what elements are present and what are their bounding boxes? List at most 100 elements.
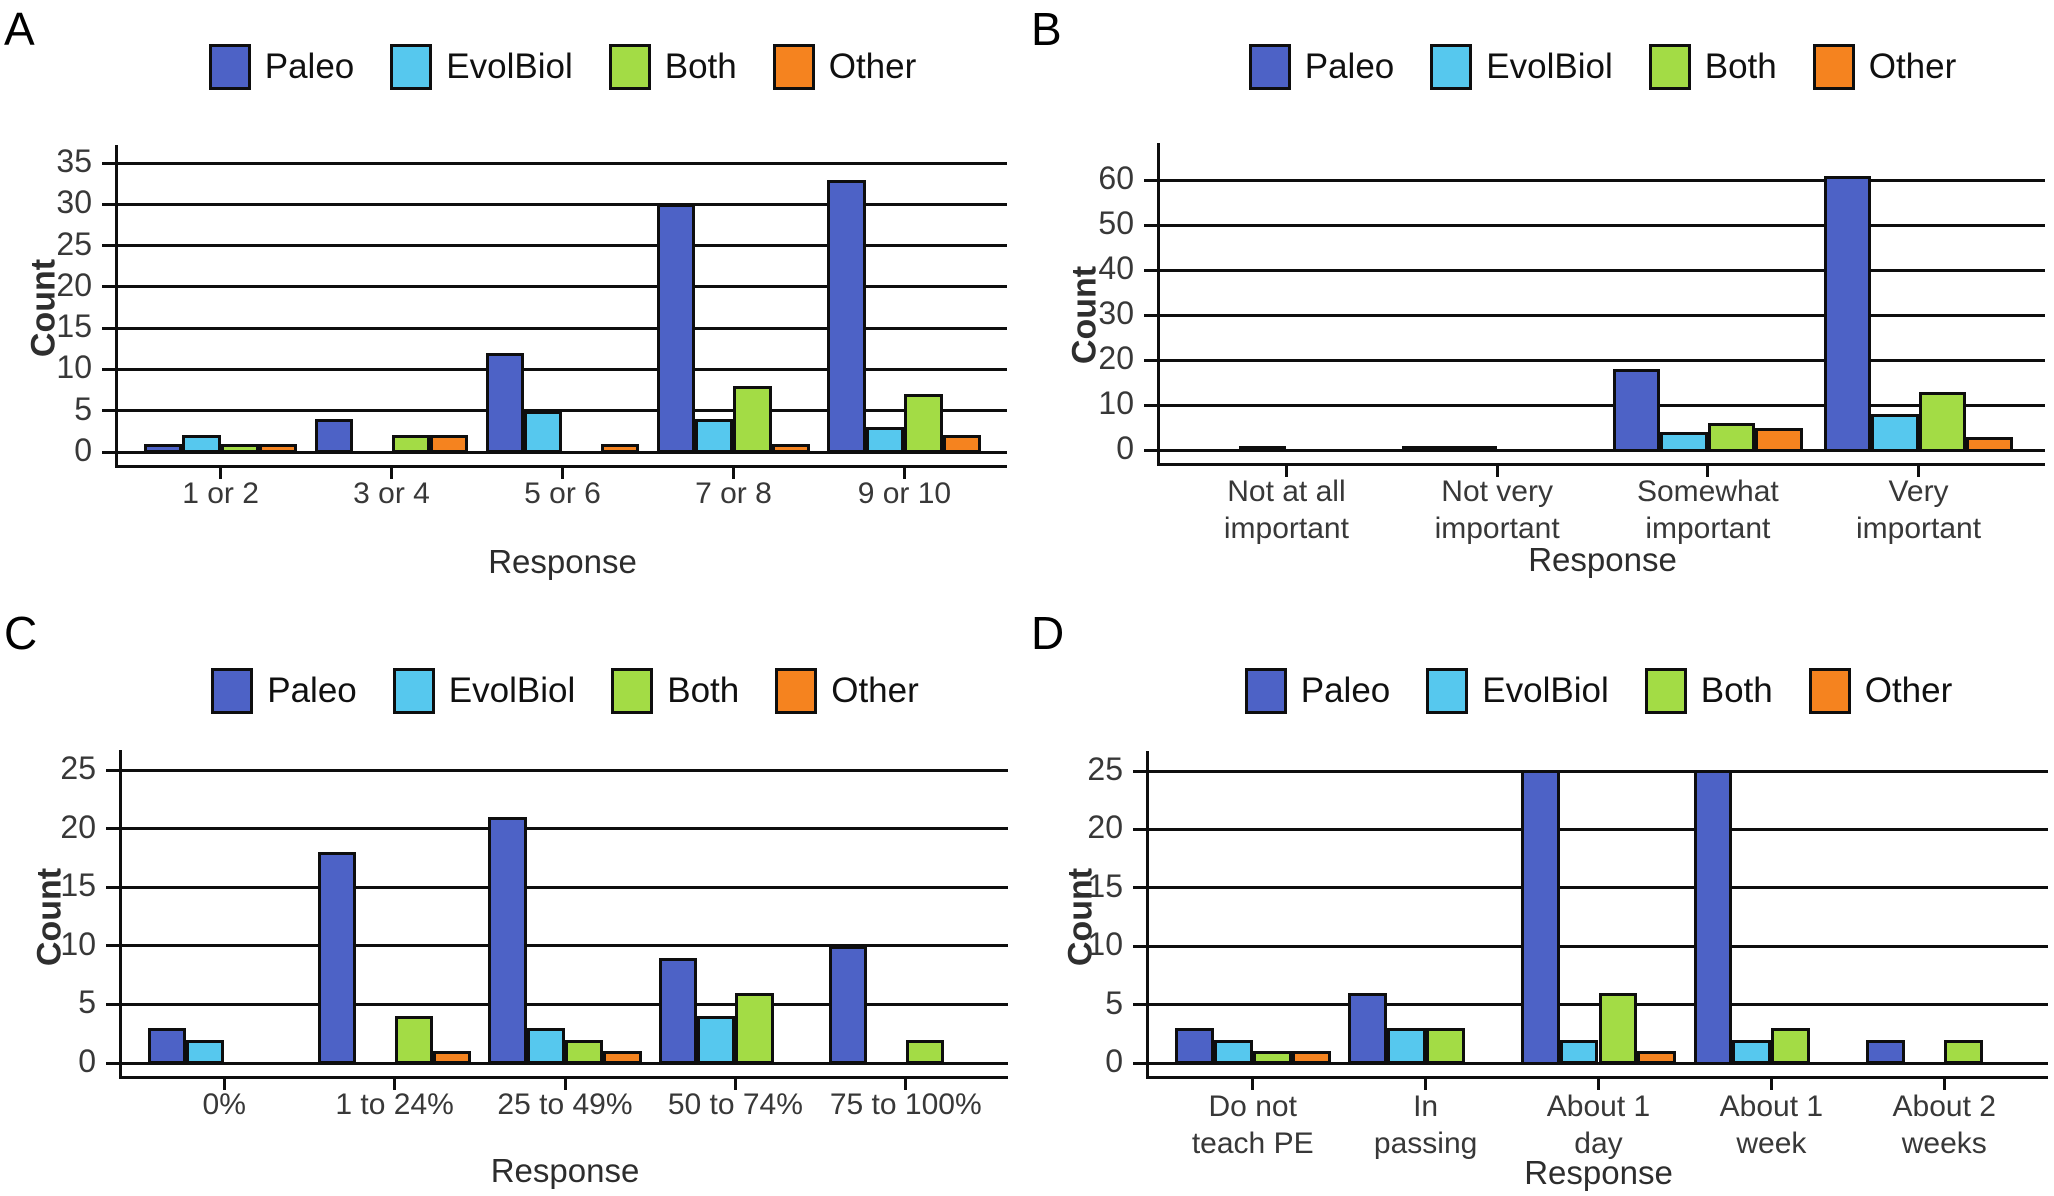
gridline	[1160, 448, 2045, 452]
bar-paleo	[1823, 175, 1872, 452]
legend-swatch-evolbiol	[390, 44, 433, 90]
y-tick	[102, 202, 115, 206]
legend-label: Other	[1868, 47, 1957, 86]
legend-label: EvolBiol	[1486, 47, 1613, 86]
y-tick	[1144, 178, 1157, 182]
x-tick	[1251, 1079, 1255, 1090]
legend-item-evolbiol: EvolBiol	[1426, 668, 1609, 714]
chart-area: 0 5 10 15 20 25 30 35 1 or 2 3 or 4 5 or 6 7 or 8 9 …	[0, 0, 1027, 598]
gridline	[1160, 313, 2045, 317]
x-tick	[563, 1079, 567, 1090]
panel-letter: D	[1031, 607, 1065, 659]
legend-swatch-other	[772, 44, 815, 90]
legend-swatch-paleo	[211, 668, 254, 714]
bar-evolbiol	[1213, 1039, 1253, 1065]
gridline	[1160, 223, 2045, 227]
x-tick-label: 50 to 74%	[667, 1088, 803, 1121]
panel-B: B Count Response 0 10 20 30 40 50 60 Not at all…	[1027, 0, 2054, 598]
y-tick-label: 10	[1087, 926, 1123, 963]
y-tick	[1144, 358, 1157, 362]
bar-evolbiol	[1660, 432, 1708, 452]
legend-item-other: Other	[775, 668, 919, 714]
y-tick	[102, 326, 115, 330]
legend-label: Other	[831, 671, 919, 710]
bar-both	[1252, 1051, 1292, 1065]
gridline	[118, 450, 1007, 454]
bar-both	[220, 443, 260, 454]
bar-both	[391, 435, 430, 454]
y-tick	[106, 1002, 119, 1006]
y-tick	[1133, 827, 1146, 831]
gridline	[1149, 944, 2048, 948]
panel-C: C Count Response 0 5 10 15 20 25 0% 1 to 24% 25 …	[0, 598, 1027, 1196]
bar-evolbiol	[1239, 445, 1287, 452]
y-tick-label: 5	[1105, 984, 1123, 1021]
x-tick	[561, 468, 564, 479]
legend-label: Both	[664, 47, 737, 86]
x-tick	[1769, 1079, 1773, 1090]
legend-label: Both	[1700, 671, 1773, 710]
y-tick-label: 30	[56, 184, 92, 221]
legend: Paleo EvolBiol Both Other	[1160, 42, 2045, 92]
x-axis-line	[115, 465, 1007, 468]
y-tick-label: 0	[1105, 1043, 1123, 1079]
y-tick	[1144, 403, 1157, 407]
bar-paleo	[658, 957, 698, 1065]
panel-D: D Count Response 0 5 10 15 20 25 Do not teach …	[1027, 598, 2054, 1196]
bar-paleo	[1347, 992, 1387, 1065]
bar-paleo	[1520, 770, 1560, 1065]
y-tick-label: 5	[78, 984, 96, 1021]
legend-swatch-both	[608, 44, 651, 90]
y-axis-line	[119, 750, 122, 1079]
y-tick-label: 25	[56, 225, 92, 262]
bar-evolbiol	[526, 1027, 565, 1065]
bar-paleo	[829, 945, 868, 1065]
legend-swatch-paleo	[1248, 44, 1291, 90]
bar-other	[259, 443, 298, 454]
x-tick-label: About 1 week	[1719, 1090, 1824, 1160]
bar-both	[735, 992, 774, 1065]
legend-swatch-evolbiol	[1426, 668, 1469, 714]
bar-both	[565, 1039, 604, 1065]
gridline	[122, 944, 1008, 948]
bar-both	[1771, 1027, 1811, 1065]
y-tick	[102, 244, 115, 248]
legend-label: Paleo	[1300, 671, 1391, 710]
gridline	[122, 827, 1008, 831]
legend-label: Paleo	[264, 47, 355, 86]
panel-letter: B	[1031, 3, 1062, 55]
gridline	[1160, 403, 2045, 407]
bar-other	[942, 435, 982, 454]
x-tick	[393, 1079, 397, 1090]
y-tick-label: 5	[74, 390, 92, 427]
bar-both	[394, 1016, 433, 1065]
y-tick	[106, 885, 119, 889]
gridline	[118, 326, 1007, 330]
y-tick	[106, 768, 119, 772]
x-axis-title: Response	[1524, 1154, 1673, 1191]
y-tick-label: 25	[1087, 751, 1123, 787]
y-tick	[102, 285, 115, 289]
bar-paleo	[656, 204, 695, 454]
y-tick-label: 35	[56, 143, 92, 179]
bar-other	[603, 1051, 642, 1065]
bar-other	[1965, 436, 2014, 452]
bar-other	[432, 1051, 472, 1065]
x-tick	[733, 1079, 737, 1090]
legend-label: EvolBiol	[448, 671, 576, 710]
bar-both	[1707, 423, 1756, 452]
x-axis-line	[1146, 1076, 2048, 1079]
bar-paleo	[1402, 445, 1450, 452]
legend-item-other: Other	[772, 44, 917, 90]
y-tick	[1133, 1003, 1146, 1007]
y-axis-line	[115, 145, 118, 468]
bar-both	[1918, 391, 1966, 452]
gridline	[1160, 268, 2045, 272]
bar-evolbiol	[697, 1016, 736, 1065]
legend-swatch-other	[1812, 44, 1855, 90]
x-tick-label: 7 or 8	[695, 477, 772, 510]
y-tick-label: 30	[1098, 295, 1134, 331]
legend-swatch-other	[775, 668, 818, 714]
legend-label: Other	[828, 47, 917, 86]
legend-swatch-paleo	[1244, 668, 1287, 714]
